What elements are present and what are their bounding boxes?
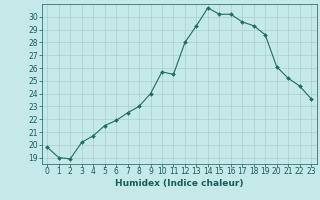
X-axis label: Humidex (Indice chaleur): Humidex (Indice chaleur) (115, 179, 244, 188)
